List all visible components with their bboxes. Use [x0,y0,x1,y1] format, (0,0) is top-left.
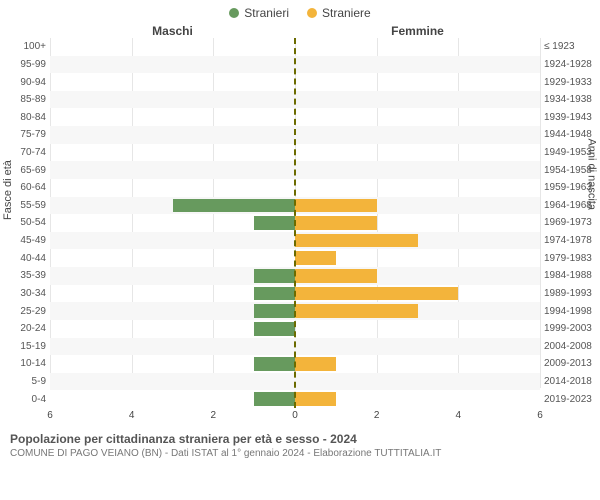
legend-item: Stranieri [229,6,289,20]
birth-label: 1959-1963 [544,182,598,193]
x-tick: 4 [456,410,462,421]
age-label: 30-34 [2,288,46,299]
bar-female [295,269,377,283]
birth-label: 2004-2008 [544,341,598,352]
col-header-left: Maschi [0,24,295,38]
bar-male [254,304,295,318]
bar-female [295,357,336,371]
age-label: 55-59 [2,200,46,211]
age-label: 0-4 [2,394,46,405]
chart-title: Popolazione per cittadinanza straniera p… [10,432,600,446]
age-label: 40-44 [2,253,46,264]
birth-label: 1999-2003 [544,323,598,334]
chart-subtitle: COMUNE DI PAGO VEIANO (BN) - Dati ISTAT … [10,448,600,459]
birth-label: 1949-1953 [544,147,598,158]
age-label: 35-39 [2,270,46,281]
age-label: 100+ [2,41,46,52]
legend-male-label: Stranieri [244,6,289,20]
birth-label: 2009-2013 [544,358,598,369]
bar-female [295,234,418,248]
age-label: 25-29 [2,306,46,317]
age-label: 45-49 [2,235,46,246]
birth-label: 1939-1943 [544,112,598,123]
birth-label: 1989-1993 [544,288,598,299]
center-line [294,38,296,408]
bar-female [295,216,377,230]
swatch-icon [307,8,317,18]
bar-female [295,392,336,406]
birth-label: 1924-1928 [544,59,598,70]
age-label: 75-79 [2,129,46,140]
legend-female-label: Straniere [322,6,371,20]
column-headers: Maschi Femmine [0,24,600,38]
birth-label: 1969-1973 [544,217,598,228]
swatch-icon [229,8,239,18]
x-tick: 0 [292,410,298,421]
x-tick: 6 [47,410,53,421]
bar-male [254,216,295,230]
birth-label: 1929-1933 [544,77,598,88]
birth-label: 1934-1938 [544,94,598,105]
age-label: 20-24 [2,323,46,334]
bar-male [173,199,296,213]
birth-label: 1974-1978 [544,235,598,246]
birth-label: 1954-1958 [544,165,598,176]
bar-female [295,287,458,301]
age-label: 85-89 [2,94,46,105]
x-tick: 2 [374,410,380,421]
age-label: 95-99 [2,59,46,70]
legend: Stranieri Straniere [0,0,600,20]
age-label: 60-64 [2,182,46,193]
birth-label: 1984-1988 [544,270,598,281]
col-header-right: Femmine [295,24,600,38]
x-tick: 6 [537,410,543,421]
birth-label: 1944-1948 [544,129,598,140]
bar-male [254,357,295,371]
age-label: 65-69 [2,165,46,176]
birth-label: 2019-2023 [544,394,598,405]
x-axis: 6 4 2 0 2 4 6 [50,408,540,428]
birth-label: 1979-1983 [544,253,598,264]
bar-female [295,199,377,213]
legend-item: Straniere [307,6,371,20]
x-tick: 4 [129,410,135,421]
bar-female [295,304,418,318]
birth-label: 1994-1998 [544,306,598,317]
bar-male [254,269,295,283]
bar-male [254,392,295,406]
bar-male [254,322,295,336]
birth-label: 1964-1968 [544,200,598,211]
age-label: 15-19 [2,341,46,352]
age-label: 5-9 [2,376,46,387]
pyramid-chart: 100+≤ 192395-991924-192890-941929-193385… [50,38,540,428]
bar-female [295,251,336,265]
birth-label: ≤ 1923 [544,41,598,52]
birth-label: 2014-2018 [544,376,598,387]
bar-male [254,287,295,301]
age-label: 90-94 [2,77,46,88]
age-label: 70-74 [2,147,46,158]
age-label: 10-14 [2,358,46,369]
age-label: 50-54 [2,217,46,228]
age-label: 80-84 [2,112,46,123]
x-tick: 2 [211,410,217,421]
